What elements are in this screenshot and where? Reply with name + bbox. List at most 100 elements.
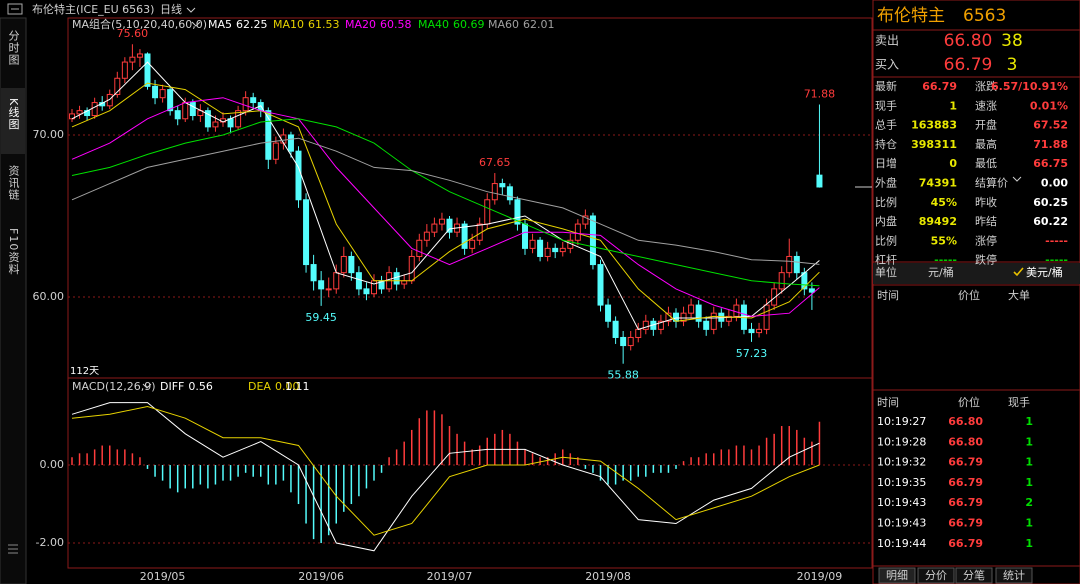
candle-body xyxy=(204,110,211,128)
table-header: 大单 xyxy=(1008,288,1030,302)
candle-body xyxy=(612,320,619,338)
candle-body xyxy=(303,199,310,266)
candle-body xyxy=(574,223,581,241)
candle-body xyxy=(212,121,219,128)
active-tab-bg xyxy=(1,88,25,154)
stat-label: 外盘 xyxy=(875,176,897,190)
macd-title: MACD(12,26,9) xyxy=(72,380,156,393)
table-header: 现手 xyxy=(1008,395,1030,409)
candle-body xyxy=(635,328,642,338)
unit-option[interactable]: 美元/桶 xyxy=(1026,265,1063,279)
side-tab[interactable]: 资讯链 xyxy=(7,165,20,201)
stat-value: 45% xyxy=(931,196,957,209)
quote-name: 布伦特主 xyxy=(877,6,945,26)
stat-value: 6.57/10.91% xyxy=(991,80,1068,93)
candle-body xyxy=(484,199,491,225)
quote-code: 6563 xyxy=(963,6,1006,26)
candle-body xyxy=(793,255,800,274)
candle-body xyxy=(469,239,476,249)
ma-name: MA5 xyxy=(208,18,232,31)
bottom-tab-label[interactable]: 明细 xyxy=(886,569,908,582)
price-annotation: 71.88 xyxy=(804,88,836,101)
macd-name: DIFF xyxy=(160,380,184,393)
candle-body xyxy=(76,110,83,115)
price-annotation: 67.65 xyxy=(479,156,511,169)
candle-body xyxy=(416,239,423,257)
stat-value: 0.01% xyxy=(1030,99,1068,112)
stat-value: 66.79 xyxy=(922,80,957,93)
indicator-line xyxy=(71,402,820,552)
y-tick-label: 0.00 xyxy=(40,458,65,471)
list-icon[interactable] xyxy=(8,544,18,554)
candle-body xyxy=(544,247,551,257)
candle-body xyxy=(710,312,717,330)
candle-body xyxy=(763,304,770,330)
side-tab[interactable]: 分时图 xyxy=(7,30,20,66)
dropdown-arrow xyxy=(142,383,152,389)
macd-value: 0.56 xyxy=(188,380,213,393)
bottom-tab[interactable] xyxy=(917,567,955,584)
macd-legend: DEA 0.00 xyxy=(248,380,299,393)
bottom-tab-label[interactable]: 统计 xyxy=(1003,569,1025,582)
y-tick-label: -2.00 xyxy=(36,536,64,549)
indicator-line xyxy=(71,118,820,287)
candle-body xyxy=(529,239,536,249)
price-annotation: 75.60 xyxy=(117,27,149,40)
stat-label: 比例 xyxy=(875,195,897,209)
ma-legend: MA10 61.53 xyxy=(273,18,340,31)
stat-label: 日增 xyxy=(875,156,897,170)
candle-body xyxy=(733,304,740,317)
candle-body xyxy=(136,53,143,58)
bottom-tab-label[interactable]: 分价 xyxy=(925,569,947,582)
unit-option[interactable]: 元/桶 xyxy=(928,265,954,279)
candle-body xyxy=(295,150,302,201)
candle-body xyxy=(242,97,249,112)
bottom-tab[interactable] xyxy=(995,567,1033,584)
candle-body xyxy=(771,288,778,306)
stat-value: 74391 xyxy=(919,177,957,190)
stat-value: 55% xyxy=(931,234,957,247)
candle-body xyxy=(808,288,815,293)
ma-legend: MA20 60.58 xyxy=(345,18,412,31)
bottom-tab[interactable] xyxy=(878,567,916,584)
candle-body xyxy=(589,215,596,266)
quote-panel xyxy=(872,0,1080,584)
trade-time: 10:19:28 xyxy=(877,435,926,448)
candle-body xyxy=(725,315,732,322)
bottom-tab[interactable] xyxy=(955,567,993,584)
indicator-line xyxy=(71,137,820,265)
candle-body xyxy=(695,304,702,322)
candle-body xyxy=(159,89,166,99)
candle-body xyxy=(620,336,627,347)
candle-body xyxy=(189,102,196,117)
trade-price: 66.79 xyxy=(948,476,983,489)
candle-body xyxy=(537,239,544,257)
sell-qty: 38 xyxy=(1001,31,1023,51)
ma-legend: MA40 60.69 xyxy=(418,18,485,31)
period-select[interactable]: 日线 xyxy=(160,2,182,16)
stat-label: 最高 xyxy=(975,137,997,151)
stat-label: 速涨 xyxy=(975,99,997,112)
check-icon xyxy=(1013,267,1024,277)
price-annotation: 57.23 xyxy=(736,347,768,360)
stat-value: ----- xyxy=(1045,234,1068,247)
price-annotation: 55.88 xyxy=(607,369,639,382)
bottom-tab-label[interactable]: 分笔 xyxy=(963,568,985,582)
candle-body xyxy=(703,320,710,330)
trade-volume: 1 xyxy=(1025,476,1033,489)
indicator-line xyxy=(71,82,820,322)
candle-body xyxy=(597,264,604,306)
trade-time: 10:19:44 xyxy=(877,537,926,550)
candle-body xyxy=(491,183,498,201)
candle-body xyxy=(680,312,687,322)
stat-label: 总手 xyxy=(875,118,897,132)
trade-time: 10:19:35 xyxy=(877,476,926,489)
side-tab[interactable]: K线图 xyxy=(7,98,20,130)
indicator-line xyxy=(71,405,820,536)
candle-body xyxy=(167,89,174,112)
menu-icon[interactable] xyxy=(7,3,23,15)
macd-value: 1.11 xyxy=(285,380,310,393)
side-tab[interactable]: F10资料 xyxy=(7,228,20,275)
candle-body xyxy=(91,102,98,117)
